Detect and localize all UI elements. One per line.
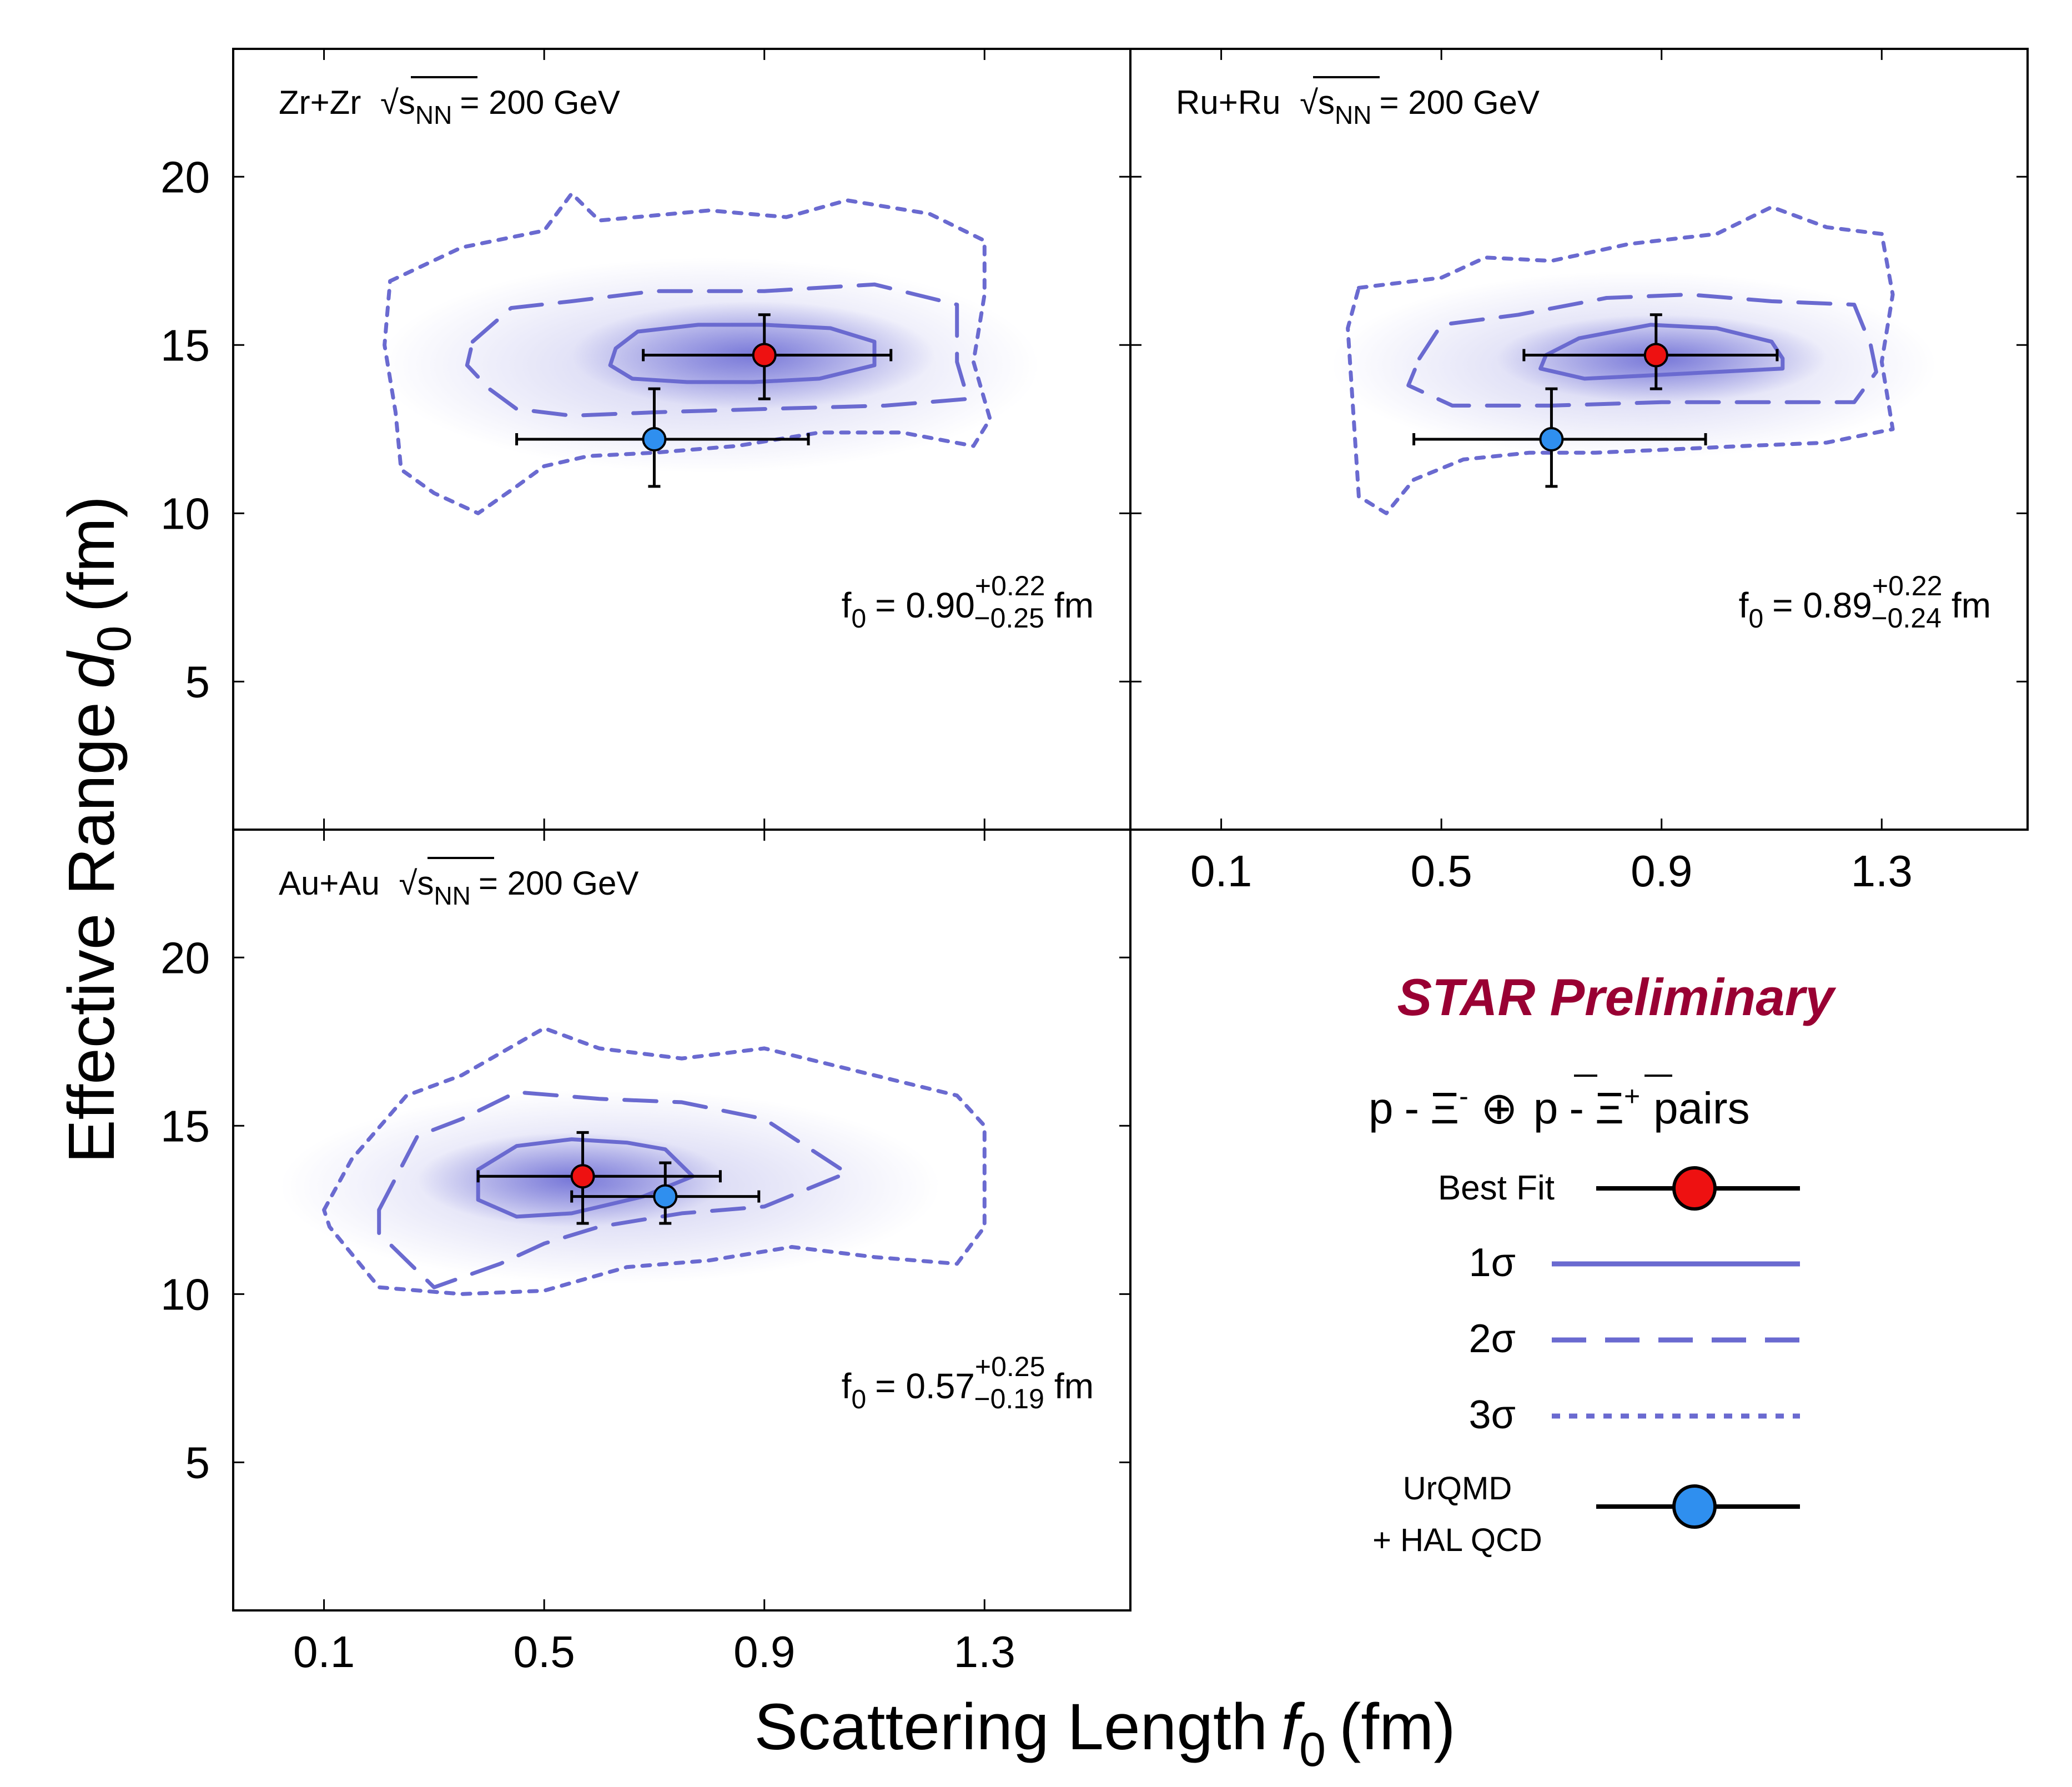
x-axis-title: Scattering Length f0 (fm) (754, 1690, 1455, 1776)
panel-system-label: Ru+Ru √sNN = 200 GeV (1176, 84, 1540, 129)
ticks (1130, 49, 2028, 830)
y-tick-label: 15 (160, 1101, 210, 1151)
legend-model-marker (1672, 1484, 1717, 1529)
fit-result-label: f0 = 0.90+0.22 −0.25 fm (842, 570, 1094, 634)
y-tick-labels-top: 5 10 15 20 (160, 152, 210, 706)
model-point-marker (1539, 427, 1564, 451)
best-fit-point (1522, 313, 1779, 390)
panel-frame (232, 829, 1131, 1612)
panel-system-label: Zr+Zr √sNN = 200 GeV (279, 84, 620, 129)
best-fit-point (476, 1131, 722, 1225)
contour-3sigma (322, 1026, 987, 1296)
ticks (233, 49, 1130, 830)
x-tick-label: 1.3 (1851, 846, 1913, 896)
panel-system-label: Au+Au √sNN = 200 GeV (279, 865, 638, 910)
contour-2sigma (377, 1090, 849, 1289)
contour-1sigma (608, 323, 877, 384)
contour-3sigma (383, 192, 992, 515)
contour-3sigma (1346, 205, 1895, 515)
legend-best-fit-marker (1672, 1166, 1717, 1211)
y-axis-title: Effective Ranged0(fm) (55, 496, 141, 1163)
x-tick-label: 0.5 (1411, 846, 1472, 896)
density-blob (280, 1088, 941, 1284)
contour-1sigma (1538, 323, 1785, 381)
fit-result-label: f0 = 0.57+0.25 −0.19 fm (842, 1351, 1094, 1414)
best-fit-point (642, 313, 893, 400)
y-tick-label: 10 (160, 1269, 210, 1319)
x-tick-label: 0.1 (293, 1627, 355, 1676)
legend-2sigma-label: 2σ (1469, 1317, 1516, 1361)
legend-model-label-line2: + HAL QCD (1372, 1522, 1542, 1558)
y-tick-labels-bottom: 5 10 15 20 (160, 933, 210, 1487)
y-tick-label: 15 (160, 320, 210, 370)
x-tick-label: 0.5 (514, 1627, 575, 1676)
legend: STAR Preliminary p - Ξ- ⊕ p - Ξ+ pairs Best Fit… (1369, 968, 1837, 1558)
x-tick-labels-right: 0.1 0.5 0.9 1.3 (1190, 846, 1913, 896)
fit-result-label: f0 = 0.89+0.22 −0.24 fm (1739, 570, 1991, 634)
y-tick-label: 10 (160, 489, 210, 538)
y-tick-label: 20 (160, 152, 210, 202)
y-tick-label: 5 (185, 657, 210, 706)
panel-auau: Au+Au √sNN = 200 GeV f0 = 0.57+0.25 −0.19 fm (232, 829, 1131, 1612)
best-fit-point-marker (570, 1164, 595, 1189)
panel-ruru: Ru+Ru √sNN = 200 GeV f0 = 0.89+0.22 −0.24 fm (1129, 48, 2029, 831)
model-point (570, 1161, 761, 1225)
x-tick-labels-bottom: 0.1 0.5 0.9 1.3 (293, 1627, 1015, 1676)
contours (1346, 205, 1895, 515)
contour-2sigma (1406, 292, 1878, 408)
contour-2sigma (465, 282, 970, 418)
best-fit-point-marker (752, 343, 777, 368)
density-blob (1331, 270, 1937, 460)
legend-3sigma-label: 3σ (1469, 1393, 1516, 1437)
ticks (233, 830, 1130, 1610)
star-preliminary-label: STAR Preliminary (1397, 968, 1837, 1026)
pairs-label: p - Ξ- ⊕ p - Ξ+ pairs (1369, 1081, 1750, 1133)
density-layer (1331, 270, 1937, 460)
model-point (515, 387, 810, 488)
best-fit-point-marker (1643, 343, 1668, 368)
legend-model-label-line1: UrQMD (1403, 1470, 1512, 1507)
model-point-marker (642, 427, 667, 451)
panel-frame (1129, 48, 2029, 831)
density-blob (379, 257, 1040, 473)
x-tick-label: 0.1 (1190, 846, 1252, 896)
x-tick-label: 0.9 (733, 1627, 795, 1676)
points (1412, 313, 1779, 488)
y-tick-label: 20 (160, 933, 210, 982)
y-tick-label: 5 (185, 1438, 210, 1487)
panel-zrzr: Zr+Zr √sNN = 200 GeV f0 = 0.90+0.22 −0.25 fm (232, 48, 1131, 831)
points (476, 1131, 761, 1225)
model-point-marker (653, 1184, 678, 1209)
x-tick-label: 1.3 (954, 1627, 1015, 1676)
legend-1sigma-label: 1σ (1469, 1241, 1516, 1285)
model-point (1412, 387, 1707, 488)
legend-best-fit-label: Best Fit (1438, 1169, 1555, 1207)
contours (383, 192, 992, 515)
x-tick-label: 0.9 (1631, 846, 1692, 896)
points (515, 313, 893, 488)
